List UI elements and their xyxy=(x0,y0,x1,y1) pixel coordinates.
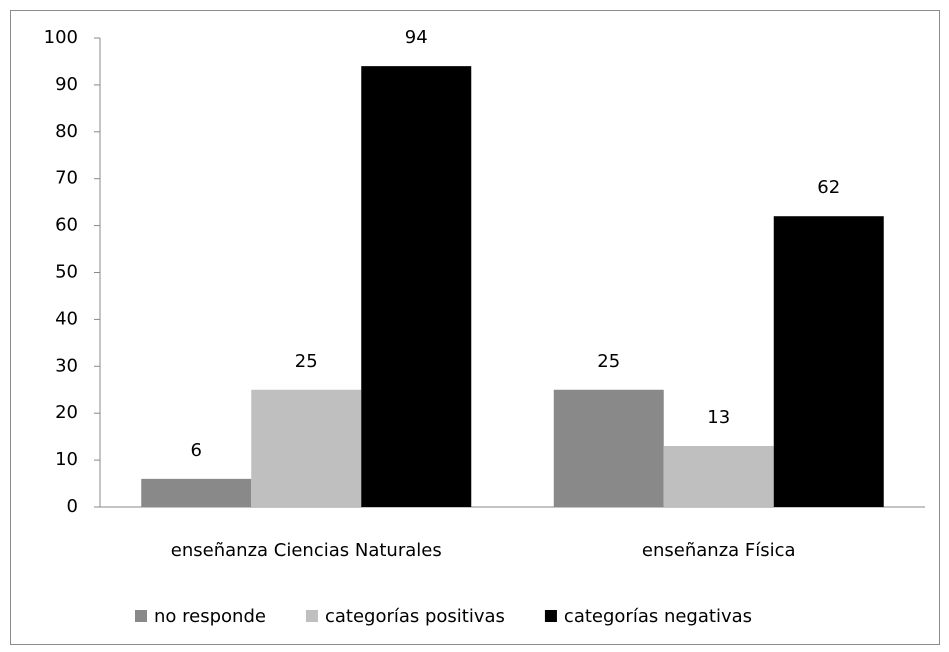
y-tick-label: 60 xyxy=(55,215,78,236)
data-label: 13 xyxy=(707,407,730,428)
x-tick-label: enseñanza Física xyxy=(642,540,796,561)
legend-swatch xyxy=(135,610,147,622)
y-tick-label: 50 xyxy=(55,262,78,283)
legend-label: categorías positivas xyxy=(325,606,505,627)
bar xyxy=(361,66,472,507)
y-tick-label: 100 xyxy=(44,27,78,48)
legend-label: categorías negativas xyxy=(564,606,752,627)
data-label: 6 xyxy=(191,440,202,461)
y-tick-label: 70 xyxy=(55,168,78,189)
bar xyxy=(553,389,664,507)
y-tick-label: 40 xyxy=(55,308,78,329)
y-tick-label: 30 xyxy=(55,355,78,376)
x-tick-label: enseñanza Ciencias Naturales xyxy=(171,540,442,561)
bar xyxy=(141,478,252,507)
y-tick-label: 10 xyxy=(55,449,78,470)
bar xyxy=(663,446,774,507)
legend-swatch xyxy=(305,610,318,622)
data-label: 25 xyxy=(597,351,620,372)
y-tick-label: 80 xyxy=(55,121,78,142)
data-label: 25 xyxy=(295,351,318,372)
bar xyxy=(251,389,362,507)
legend-swatch xyxy=(544,610,557,622)
data-label: 94 xyxy=(405,27,428,48)
y-tick-label: 0 xyxy=(67,496,78,517)
y-tick-label: 20 xyxy=(55,402,78,423)
y-tick-label: 90 xyxy=(55,74,78,95)
legend-label: no responde xyxy=(154,606,266,627)
data-label: 62 xyxy=(817,177,840,198)
bar xyxy=(773,216,884,507)
